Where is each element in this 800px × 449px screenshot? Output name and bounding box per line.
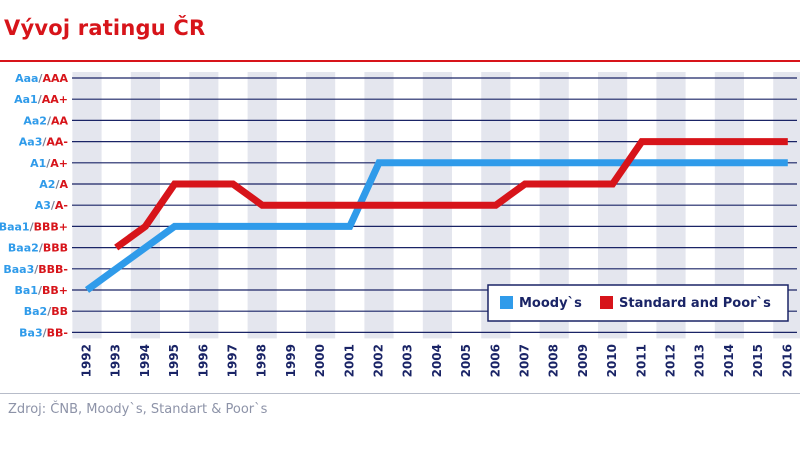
x-tick-label: 2003	[401, 344, 415, 377]
x-tick-label: 2000	[313, 344, 327, 377]
y-tick-moodys: Aa1	[14, 93, 38, 106]
y-tick-separator: /	[46, 157, 51, 170]
y-tick-separator: /	[30, 220, 35, 233]
y-tick-label: Aaa/AAA	[15, 72, 68, 85]
chart-title: Vývoj ratingu ČR	[4, 16, 206, 40]
sp-line	[114, 138, 788, 251]
y-tick-moodys: A3	[35, 199, 51, 212]
y-tick-moodys: Baa1	[0, 220, 30, 233]
x-tick-label: 2016	[780, 344, 794, 377]
y-tick-sp: A	[59, 178, 68, 191]
legend-label-moodys: Moody`s	[519, 296, 582, 311]
y-tick-label: Baa1/BBB+	[0, 220, 68, 233]
y-tick-label: Aa3/AA-	[19, 136, 68, 149]
legend-box	[487, 284, 789, 322]
y-tick-separator: /	[38, 93, 43, 106]
x-tick-label: 1995	[167, 344, 181, 377]
y-tick-separator: /	[51, 199, 56, 212]
y-tick-sp: BB	[51, 305, 68, 318]
y-tick-sp: AA-	[46, 136, 68, 149]
y-tick-label: Baa3/BBB-	[3, 263, 68, 276]
y-tick-sp: BBB-	[38, 263, 68, 276]
x-tick-label: 2010	[605, 344, 619, 377]
x-tick-label: 2007	[518, 344, 532, 377]
y-tick-sp: BB-	[47, 326, 68, 339]
y-tick-label: A1/A+	[30, 157, 68, 170]
x-tick-label: 2013	[693, 344, 707, 377]
x-tick-label: 2014	[722, 344, 736, 377]
y-tick-separator: /	[47, 114, 52, 127]
y-tick-sp: AAA	[42, 72, 68, 85]
y-tick-moodys: Ba1	[15, 284, 38, 297]
y-tick-sp: BBB+	[34, 220, 68, 233]
y-tick-label: Ba1/BB+	[15, 284, 69, 297]
y-tick-separator: /	[38, 72, 43, 85]
source-divider	[0, 393, 800, 394]
y-tick-moodys: Baa2	[8, 242, 39, 255]
y-tick-sp: A+	[50, 157, 68, 170]
x-tick-label: 1994	[138, 344, 152, 377]
x-tick-label: 2005	[459, 344, 473, 377]
x-tick-label: 2009	[576, 344, 590, 377]
y-tick-separator: /	[47, 305, 52, 318]
y-tick-sp: BBB	[43, 242, 68, 255]
source-note: Zdroj: ČNB, Moody`s, Standart & Poor`s	[8, 402, 268, 417]
legend-swatch-sp	[600, 296, 613, 309]
y-tick-separator: /	[38, 284, 43, 297]
y-tick-sp: BB+	[42, 284, 68, 297]
y-tick-sp: A-	[55, 199, 68, 212]
y-tick-separator: /	[42, 136, 47, 149]
x-tick-label: 1996	[196, 344, 210, 377]
x-tick-label: 2006	[488, 344, 502, 377]
x-tick-label: 1998	[255, 344, 269, 377]
x-tick-label: 2002	[372, 344, 386, 377]
x-tick-label: 1997	[226, 344, 240, 377]
legend-label-sp: Standard and Poor`s	[619, 296, 771, 311]
x-tick-label: 2008	[547, 344, 561, 377]
y-tick-label: Ba2/BB	[24, 305, 68, 318]
y-tick-separator: /	[34, 263, 39, 276]
y-tick-label: A2/A	[39, 178, 68, 191]
y-tick-label: Aa2/AA	[23, 114, 68, 127]
x-tick-label: 2004	[430, 344, 444, 377]
y-tick-moodys: Ba2	[24, 305, 47, 318]
y-tick-moodys: Aa3	[19, 136, 43, 149]
y-tick-sp: AA	[51, 114, 69, 127]
y-tick-label: Ba3/BB-	[19, 326, 68, 339]
x-tick-label: 2012	[664, 344, 678, 377]
rating-chart: Aaa/AAAAa1/AA+Aa2/AAAa3/AA-A1/A+A2/AA3/A…	[0, 72, 800, 377]
legend-swatch-moodys	[500, 296, 513, 309]
y-tick-label: Baa2/BBB	[8, 242, 68, 255]
y-tick-moodys: Aaa	[15, 72, 38, 85]
title-divider	[0, 60, 800, 62]
x-tick-label: 1993	[109, 344, 123, 377]
y-tick-label: A3/A-	[35, 199, 68, 212]
y-tick-separator: /	[39, 242, 44, 255]
y-tick-moodys: Baa3	[3, 263, 34, 276]
x-tick-label: 2011	[634, 344, 648, 377]
y-tick-moodys: A1	[30, 157, 46, 170]
y-tick-moodys: A2	[39, 178, 55, 191]
moodys-line	[84, 159, 788, 293]
y-tick-separator: /	[55, 178, 60, 191]
y-tick-sp: AA+	[42, 93, 68, 106]
y-tick-label: Aa1/AA+	[14, 93, 68, 106]
y-tick-moodys: Aa2	[23, 114, 47, 127]
y-tick-moodys: Ba3	[19, 326, 42, 339]
x-tick-label: 1999	[284, 344, 298, 377]
y-tick-separator: /	[43, 326, 48, 339]
x-tick-label: 2015	[751, 344, 765, 377]
x-tick-label: 1992	[80, 344, 94, 377]
x-tick-label: 2001	[342, 344, 356, 377]
